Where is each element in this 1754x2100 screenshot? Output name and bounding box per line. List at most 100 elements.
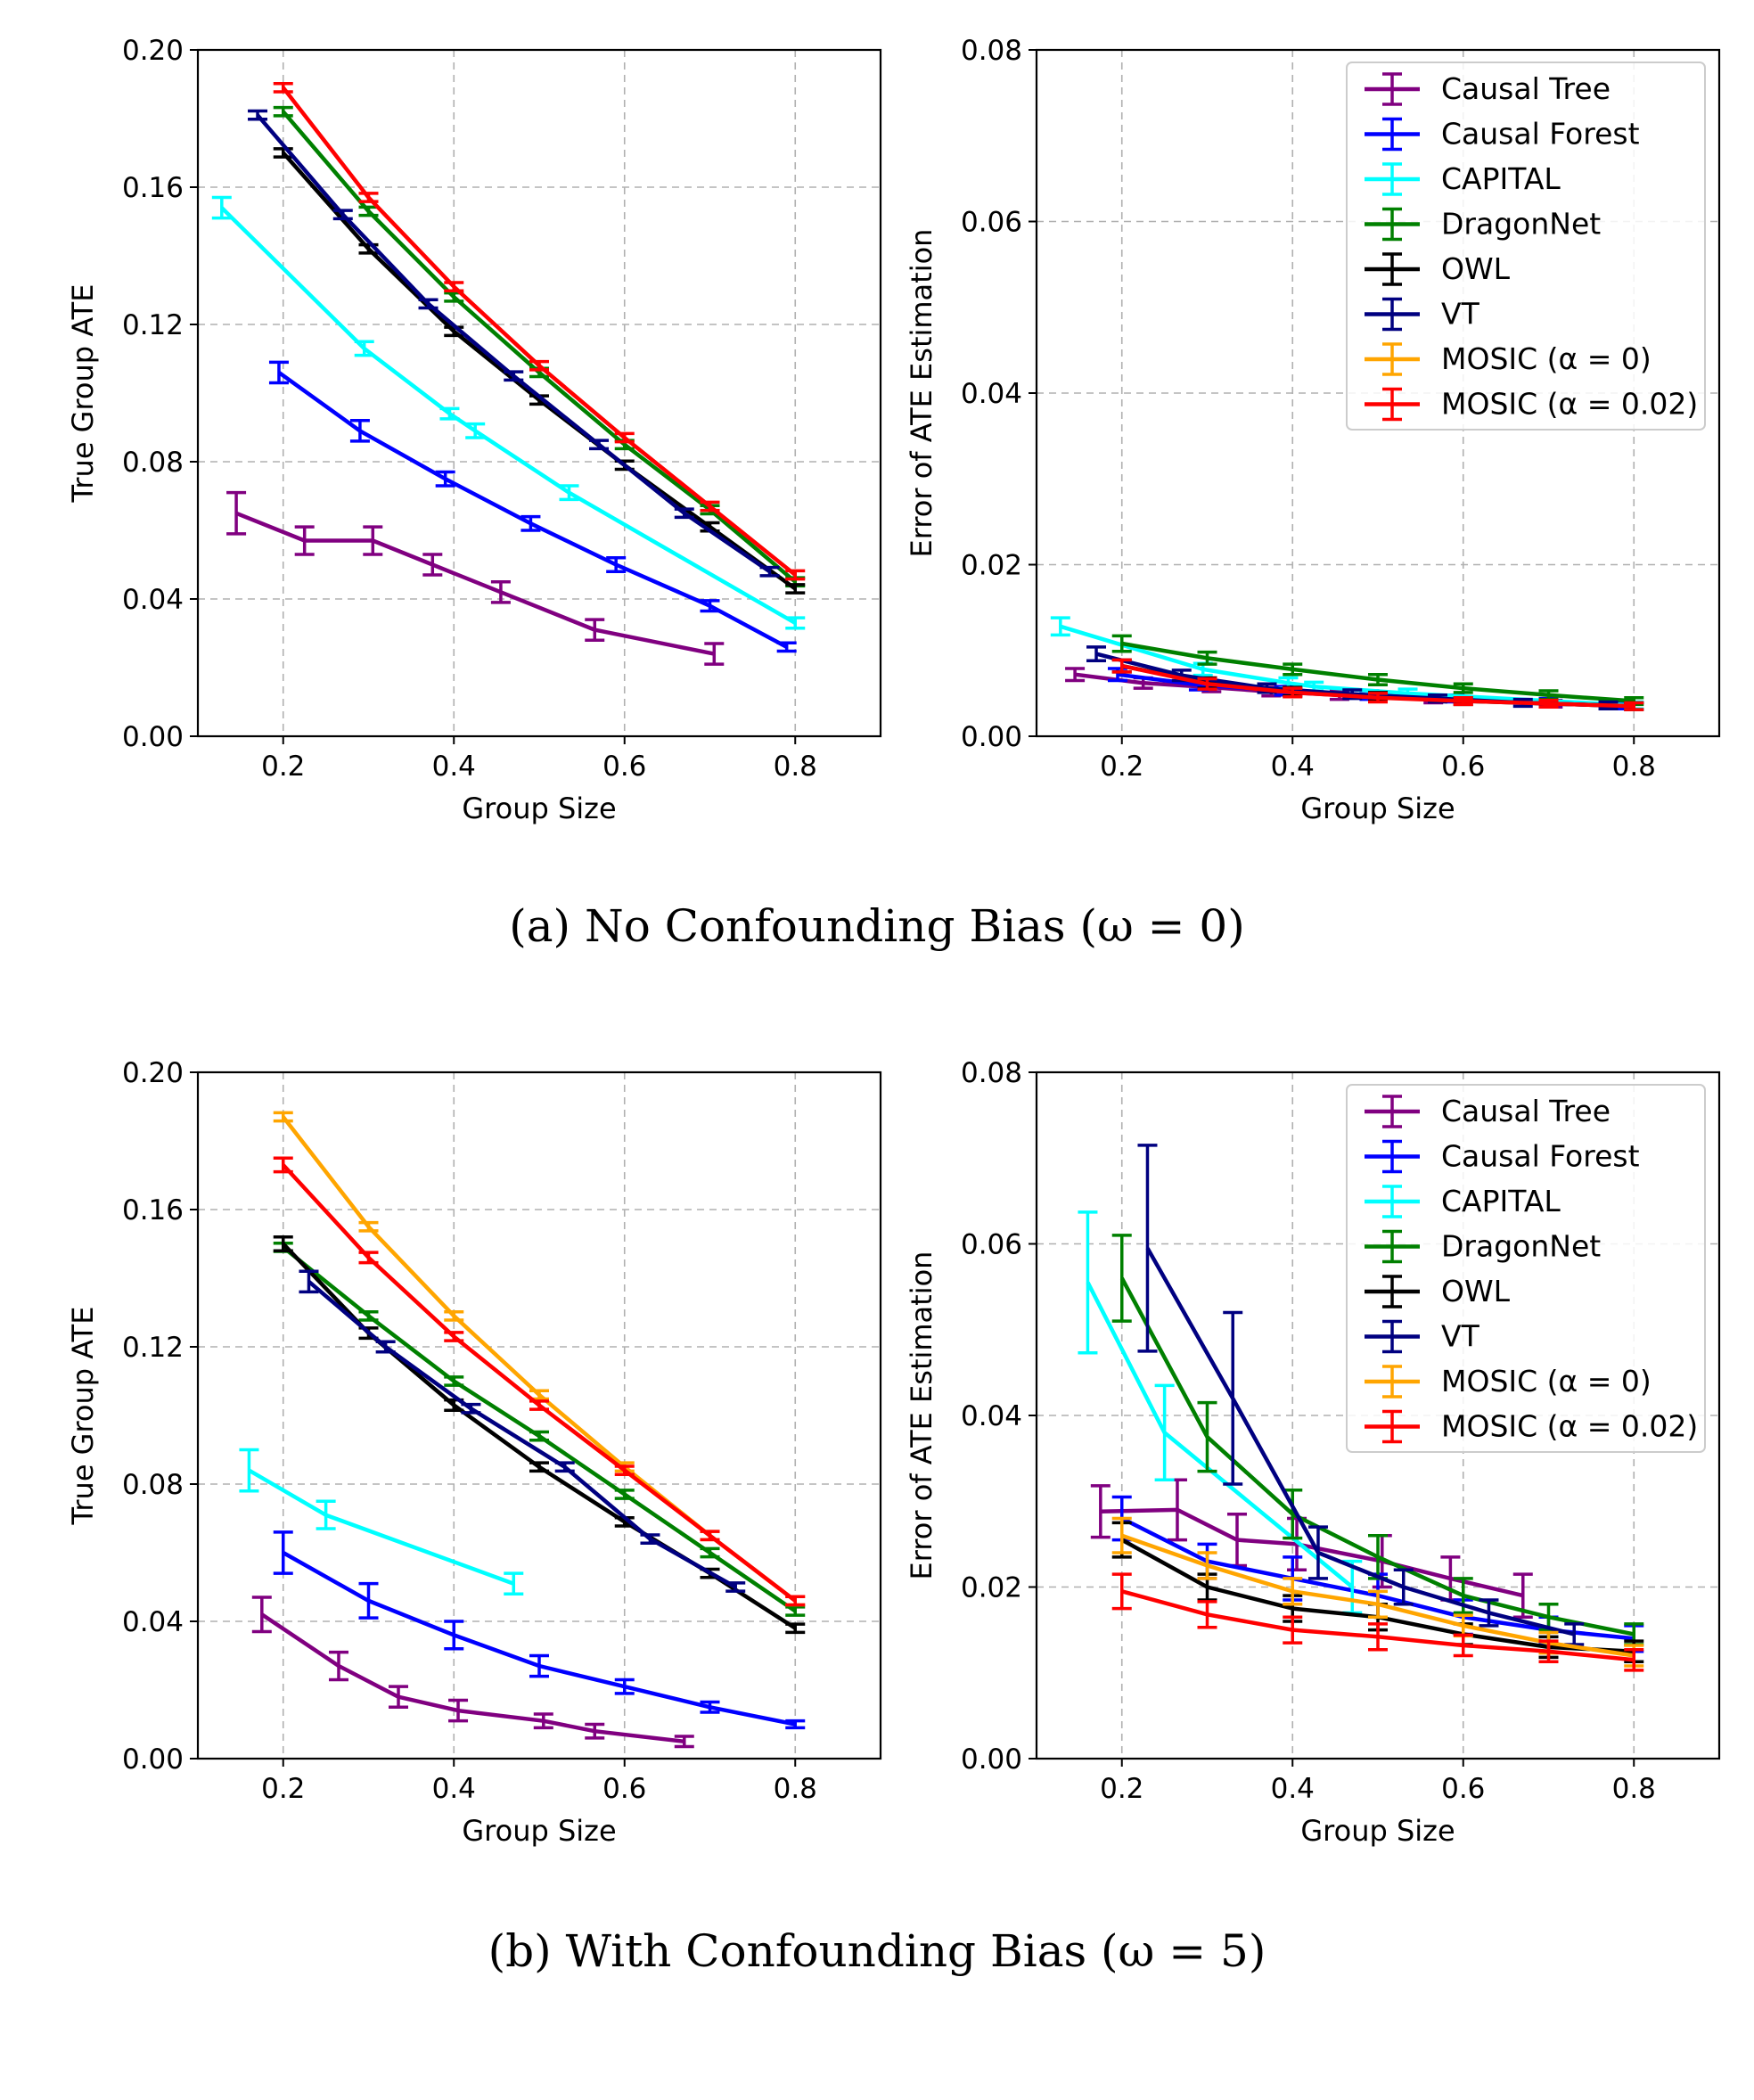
legend-label: CAPITAL — [1441, 1184, 1561, 1218]
error-bar — [674, 507, 694, 520]
error-bar — [268, 360, 289, 385]
y-tick-label: 0.08 — [961, 1057, 1022, 1089]
error-bar — [1368, 672, 1388, 686]
legend-item: DragonNet — [1365, 1229, 1601, 1264]
error-bar — [1111, 1572, 1132, 1611]
y-tick-label: 0.16 — [122, 1194, 184, 1226]
error-bar — [1538, 1639, 1559, 1663]
error-bar — [1111, 634, 1132, 653]
series-line — [248, 1468, 515, 1586]
series-capital — [211, 195, 806, 630]
legend-label: DragonNet — [1441, 1229, 1601, 1264]
error-bar — [273, 105, 293, 118]
error-bar — [785, 569, 806, 581]
legend-item: Causal Tree — [1365, 1094, 1611, 1128]
error-bar — [354, 340, 374, 357]
error-bar — [606, 556, 627, 573]
series-causal-tree — [251, 1596, 694, 1749]
error-bar — [349, 419, 370, 443]
error-bar — [389, 1685, 409, 1709]
series-mosic-0-02- — [1111, 658, 1644, 711]
x-axis-label: Group Size — [1300, 1814, 1455, 1848]
error-bar — [1368, 1622, 1388, 1652]
y-tick-label: 0.04 — [122, 584, 184, 616]
series-mosic-0-02- — [273, 1156, 806, 1607]
y-axis-label: True Group ATE — [66, 1307, 100, 1526]
error-bar — [444, 1309, 464, 1322]
series-dragonnet — [1111, 1234, 1644, 1646]
legend-item: OWL — [1365, 251, 1511, 286]
y-tick-label: 0.20 — [122, 35, 184, 67]
x-tick-label: 0.6 — [602, 751, 646, 783]
legend-label: VT — [1441, 1319, 1480, 1354]
legend-label: MOSIC (α = 0) — [1441, 341, 1652, 376]
y-tick-label: 0.12 — [122, 1332, 184, 1364]
error-bar — [1197, 650, 1217, 666]
error-bar — [465, 422, 486, 439]
legend-item: DragonNet — [1365, 207, 1601, 242]
error-bar — [332, 209, 353, 221]
error-bar — [614, 1464, 635, 1476]
y-tick-label: 0.02 — [961, 1572, 1022, 1604]
legend-item: VT — [1365, 1319, 1480, 1354]
error-bar — [533, 1712, 553, 1730]
error-bar — [704, 642, 725, 666]
error-bar — [439, 406, 460, 421]
x-tick-label: 0.4 — [432, 751, 476, 783]
x-tick-label: 0.8 — [774, 1773, 817, 1805]
series-dragonnet — [273, 1241, 806, 1617]
caption-b: (b) With Confounding Bias (ω = 5) — [488, 1925, 1266, 1977]
series-vt — [299, 1269, 746, 1593]
error-bar — [504, 370, 524, 382]
error-bar — [328, 1650, 348, 1682]
error-bar — [461, 1402, 481, 1415]
error-bar — [422, 553, 443, 577]
error-bar — [444, 1375, 464, 1387]
error-bar — [520, 514, 541, 532]
error-bar — [358, 192, 379, 203]
x-tick-label: 0.6 — [1441, 751, 1485, 783]
error-bar — [1307, 1525, 1328, 1580]
error-bar — [226, 490, 247, 536]
error-bar — [273, 1235, 293, 1252]
error-bar — [211, 195, 232, 220]
y-tick-label: 0.08 — [122, 1469, 184, 1501]
error-bar — [700, 1546, 720, 1559]
legend-label: MOSIC (α = 0.02) — [1441, 387, 1698, 422]
error-bar — [785, 1595, 806, 1607]
x-tick-label: 0.6 — [1441, 1773, 1485, 1805]
caption-a: (a) No Confounding Bias (ω = 0) — [509, 900, 1245, 952]
legend-label: OWL — [1441, 251, 1511, 286]
error-bar — [444, 1331, 464, 1342]
legend-label: Causal Tree — [1441, 71, 1611, 106]
error-bar — [1111, 658, 1132, 674]
error-bar — [273, 1156, 293, 1174]
chart-a-right: 0.2 0.4 0.6 0.8 0.00 0.02 0.04 0.06 0.08 Group Si… — [905, 35, 1721, 825]
error-bar — [700, 1700, 720, 1714]
error-bar — [614, 1678, 635, 1695]
y-tick-label: 0.06 — [961, 207, 1022, 239]
legend-label: MOSIC (α = 0) — [1441, 1364, 1652, 1399]
x-tick-label: 0.6 — [602, 1773, 646, 1805]
error-bar — [529, 359, 549, 372]
error-bar — [1090, 1484, 1111, 1539]
y-tick-label: 0.04 — [961, 1400, 1022, 1432]
error-bar — [700, 599, 720, 613]
series-causal-forest — [268, 360, 797, 653]
error-bar — [273, 1530, 293, 1575]
y-tick-label: 0.08 — [122, 447, 184, 479]
error-bar — [700, 500, 720, 513]
error-bar — [1111, 1516, 1132, 1554]
legend-item: MOSIC (α = 0) — [1365, 341, 1652, 376]
y-tick-label: 0.04 — [961, 378, 1022, 410]
x-tick-label: 0.8 — [774, 751, 817, 783]
error-bar — [490, 580, 511, 604]
legend-item: Causal Forest — [1365, 117, 1640, 152]
legend-label: DragonNet — [1441, 207, 1601, 242]
legend-item: MOSIC (α = 0.02) — [1365, 1409, 1698, 1444]
error-bar — [1453, 1633, 1473, 1658]
axes-frame — [196, 48, 882, 738]
legend: Causal Tree Causal Forest CAPITAL DragonNet… — [1346, 1084, 1706, 1453]
series-mosic-0- — [273, 1111, 806, 1607]
y-tick-label: 0.20 — [122, 1057, 184, 1089]
